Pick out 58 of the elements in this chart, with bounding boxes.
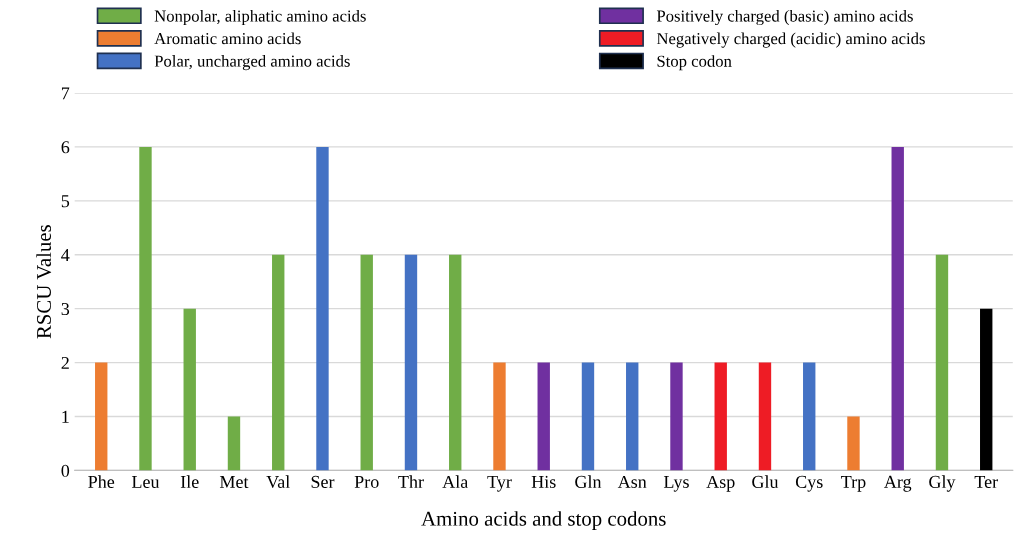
x-tick-label: Val <box>266 475 290 489</box>
bar <box>714 362 727 471</box>
legend-label: Polar, uncharged amino acids <box>154 55 350 71</box>
legend-label: Stop codon <box>657 55 732 71</box>
x-tick-label: Leu <box>131 475 160 488</box>
x-tick-label: Gly <box>929 475 956 492</box>
x-tick-label: Cys <box>795 475 823 492</box>
x-tick-label: Asn <box>617 475 647 488</box>
bar <box>980 308 993 471</box>
bar <box>847 416 860 471</box>
bar <box>316 146 329 471</box>
bar <box>272 254 285 471</box>
bar <box>803 362 816 471</box>
legend-label: Nonpolar, aliphatic amino acids <box>154 9 366 26</box>
y-tick-label: 7 <box>61 87 70 100</box>
bar <box>626 362 639 471</box>
bar <box>935 254 949 471</box>
bar <box>891 146 904 471</box>
y-tick-label: 5 <box>61 195 70 208</box>
bar <box>404 254 418 471</box>
y-tick-label: 0 <box>61 464 70 477</box>
y-tick-label: 4 <box>61 249 70 262</box>
x-tick-label: Trp <box>841 475 866 492</box>
bar <box>670 362 683 471</box>
bar <box>581 362 595 471</box>
bar <box>139 146 152 471</box>
x-axis-title: Amino acids and stop codons <box>421 511 666 531</box>
x-tick-label: His <box>531 475 556 488</box>
bar <box>227 416 241 471</box>
x-tick-label: Ter <box>974 475 998 488</box>
x-tick-label: Lys <box>663 475 689 492</box>
y-tick-label: 1 <box>62 410 69 423</box>
x-tick-label: Ser <box>311 475 335 488</box>
x-tick-label: Tyr <box>487 475 512 492</box>
x-tick-label: Phe <box>88 475 115 488</box>
x-tick-label: Gln <box>575 475 602 488</box>
x-tick-label: Glu <box>752 475 779 488</box>
bar <box>758 362 772 471</box>
y-axis-title: RSCU Values <box>36 225 52 339</box>
x-tick-label: Pro <box>354 475 379 488</box>
x-tick-label: Thr <box>398 475 424 488</box>
x-tick-label: Met <box>219 475 249 488</box>
bar <box>183 308 196 471</box>
legend-label: Negatively charged (acidic) amino acids <box>656 32 925 48</box>
y-tick-label: 6 <box>61 141 70 154</box>
bar <box>449 254 462 471</box>
bar <box>360 254 373 471</box>
x-tick-label: Arg <box>884 475 912 492</box>
bar <box>493 362 506 471</box>
legend-label: Positively charged (basic) amino acids <box>656 9 913 26</box>
x-tick-label: Asp <box>706 475 735 492</box>
legend-label: Aromatic amino acids <box>154 32 301 45</box>
bar <box>95 362 108 471</box>
bar <box>537 362 550 471</box>
y-tick-label: 2 <box>61 356 69 369</box>
x-tick-label: Ile <box>180 475 199 488</box>
y-tick-label: 3 <box>61 302 70 316</box>
x-tick-label: Ala <box>442 475 469 488</box>
